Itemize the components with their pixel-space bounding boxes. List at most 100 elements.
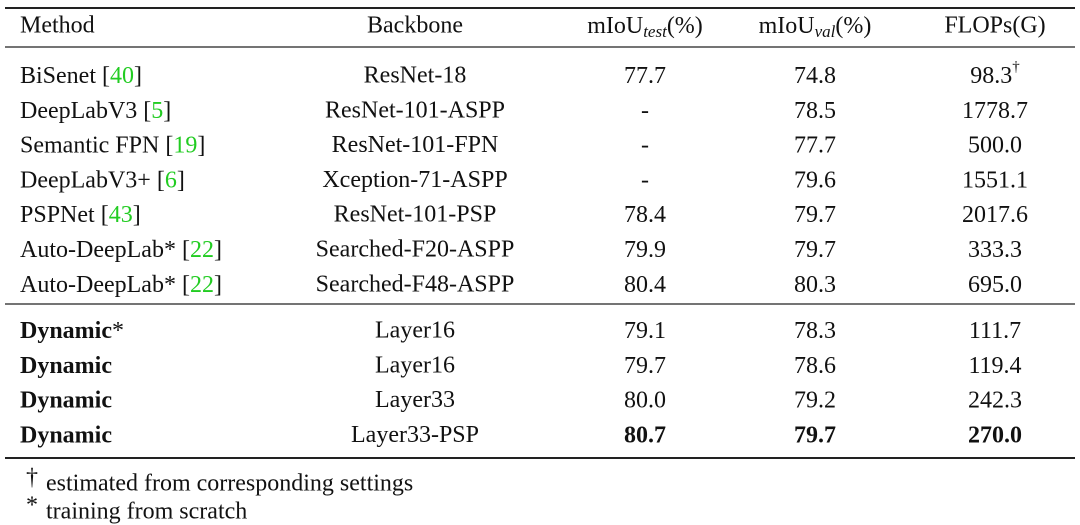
flops-cell: 98.3† — [970, 59, 1020, 88]
bracket: ] — [134, 63, 142, 89]
val-value: 79.2 — [794, 387, 836, 413]
header-backbone: Backbone — [367, 13, 463, 39]
method-name: PSPNet — [20, 202, 95, 228]
method-cell: DeepLabV3 [5] — [20, 97, 171, 123]
test-cell: 79.9 — [624, 237, 666, 263]
val-cell: 74.8 — [794, 63, 836, 89]
val-value: 78.3 — [794, 318, 836, 344]
flops-value: 1778.7 — [962, 97, 1028, 123]
test-value: 80.7 — [624, 422, 666, 448]
method-name: Dynamic — [20, 422, 112, 448]
header-base: mIoU — [587, 13, 643, 39]
test-value: 79.7 — [624, 352, 666, 378]
test-value: - — [641, 97, 649, 123]
test-value: 78.4 — [624, 202, 666, 228]
bracket: [ — [176, 237, 190, 263]
method-cell: Dynamic — [20, 422, 112, 448]
method-cell: DeepLabV3+ [6] — [20, 167, 185, 193]
flops-cell: 111.7 — [969, 318, 1021, 344]
test-cell: - — [641, 97, 649, 123]
flops-cell: 2017.6 — [962, 202, 1028, 228]
test-value: - — [641, 132, 649, 158]
footnote-mark: † — [26, 465, 38, 491]
test-value: 77.7 — [624, 63, 666, 89]
method-name: Auto-DeepLab* — [20, 237, 176, 263]
test-value: 80.0 — [624, 387, 666, 413]
method-cell: Dynamic — [20, 387, 112, 413]
header-unit: (%) — [667, 13, 703, 39]
flops-value: 98.3 — [970, 63, 1012, 89]
method-cell: Dynamic* — [20, 318, 124, 344]
method-name: Auto-DeepLab* — [20, 271, 176, 297]
test-cell: 77.7 — [624, 63, 666, 89]
backbone-cell: Searched-F48-ASPP — [316, 271, 515, 297]
footnote-text: estimated from corresponding settings — [46, 471, 413, 497]
header-test: mIoUtest(%) — [587, 13, 703, 41]
flops-value: 1551.1 — [962, 167, 1028, 193]
val-cell: 77.7 — [794, 132, 836, 158]
bracket: [ — [159, 132, 173, 158]
test-cell: 79.7 — [624, 352, 666, 378]
header-unit: (%) — [835, 13, 871, 39]
bracket: [ — [137, 97, 151, 123]
val-value: 78.6 — [794, 352, 836, 378]
bracket: ] — [163, 97, 171, 123]
citation: 19 — [173, 132, 197, 158]
method-cell: Dynamic — [20, 352, 112, 378]
backbone-cell: ResNet-101-ASPP — [325, 97, 505, 123]
val-cell: 78.5 — [794, 97, 836, 123]
test-value: 80.4 — [624, 271, 666, 297]
val-cell: 79.7 — [794, 237, 836, 263]
method-cell: BiSenet [40] — [20, 63, 142, 89]
test-cell: 80.7 — [624, 422, 666, 448]
val-cell: 79.6 — [794, 167, 836, 193]
test-value: 79.1 — [624, 318, 666, 344]
bracket: ] — [214, 271, 222, 297]
header-base: mIoU — [759, 13, 815, 39]
flops-cell: 1551.1 — [962, 167, 1028, 193]
flops-value: 111.7 — [969, 318, 1021, 344]
val-value: 78.5 — [794, 97, 836, 123]
method-name: DeepLabV3 — [20, 97, 137, 123]
backbone-cell: Searched-F20-ASPP — [316, 237, 515, 263]
citation: 43 — [109, 202, 133, 228]
flops-cell: 242.3 — [968, 387, 1022, 413]
val-value: 79.7 — [794, 422, 836, 448]
val-value: 79.6 — [794, 167, 836, 193]
method-cell: PSPNet [43] — [20, 202, 141, 228]
val-value: 80.3 — [794, 271, 836, 297]
bracket: [ — [96, 63, 110, 89]
bracket: ] — [177, 167, 185, 193]
footnote-text: training from scratch — [46, 499, 247, 525]
test-cell: 79.1 — [624, 318, 666, 344]
citation: 5 — [151, 97, 163, 123]
val-cell: 78.6 — [794, 352, 836, 378]
header-val: mIoUval(%) — [759, 13, 872, 41]
backbone-cell: Layer16 — [375, 352, 455, 378]
backbone-cell: ResNet-101-FPN — [332, 132, 499, 158]
citation: 22 — [190, 271, 214, 297]
bracket: [ — [95, 202, 109, 228]
header-sub: val — [815, 22, 836, 41]
flops-value: 119.4 — [968, 352, 1021, 378]
test-cell: - — [641, 132, 649, 158]
test-cell: 80.0 — [624, 387, 666, 413]
flops-cell: 500.0 — [968, 132, 1022, 158]
val-cell: 79.7 — [794, 422, 836, 448]
flops-value: 242.3 — [968, 387, 1022, 413]
val-value: 74.8 — [794, 63, 836, 89]
method-name: Dynamic — [20, 352, 112, 378]
val-value: 79.7 — [794, 237, 836, 263]
header-method: Method — [20, 13, 95, 39]
bracket: ] — [197, 132, 205, 158]
test-cell: 78.4 — [624, 202, 666, 228]
bracket: [ — [151, 167, 165, 193]
footnote-mark: † — [1012, 59, 1020, 75]
test-cell: 80.4 — [624, 271, 666, 297]
backbone-cell: ResNet-101-PSP — [334, 202, 497, 228]
header-sub: test — [643, 22, 668, 41]
citation: 6 — [165, 167, 177, 193]
flops-value: 500.0 — [968, 132, 1022, 158]
val-cell: 79.2 — [794, 387, 836, 413]
